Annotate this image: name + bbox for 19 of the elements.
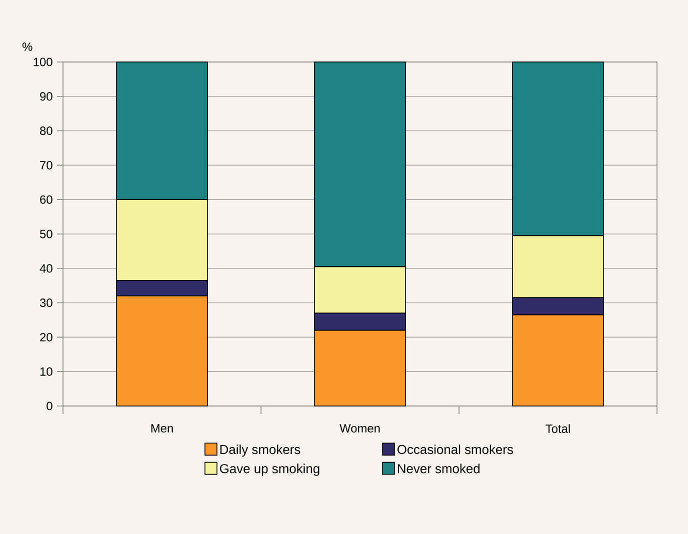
legend-label: Occasional smokers bbox=[398, 444, 514, 454]
y-tick-label: 10 bbox=[40, 367, 52, 376]
x-tick-label: Men bbox=[151, 424, 173, 433]
y-axis-title: % bbox=[22, 42, 32, 51]
y-tick-label: 100 bbox=[34, 58, 52, 66]
y-tick-label: 40 bbox=[40, 264, 52, 273]
x-tick-label: Total bbox=[546, 424, 570, 433]
y-tick-label: 0 bbox=[46, 402, 52, 410]
y-tick-label: 50 bbox=[40, 230, 52, 238]
y-tick-label: 80 bbox=[40, 126, 52, 136]
y-tick-label: 30 bbox=[40, 298, 52, 308]
y-tick-label: 20 bbox=[40, 332, 52, 342]
x-tick-label: Women bbox=[340, 424, 380, 433]
legend-label: Daily smokers bbox=[220, 444, 300, 457]
legend-label: Never smoked bbox=[398, 464, 480, 474]
y-tick-label: 90 bbox=[40, 92, 52, 101]
legend-label: Gave up smoking bbox=[220, 464, 320, 476]
y-tick-label: 60 bbox=[40, 195, 52, 204]
y-tick-label: 70 bbox=[40, 160, 52, 170]
